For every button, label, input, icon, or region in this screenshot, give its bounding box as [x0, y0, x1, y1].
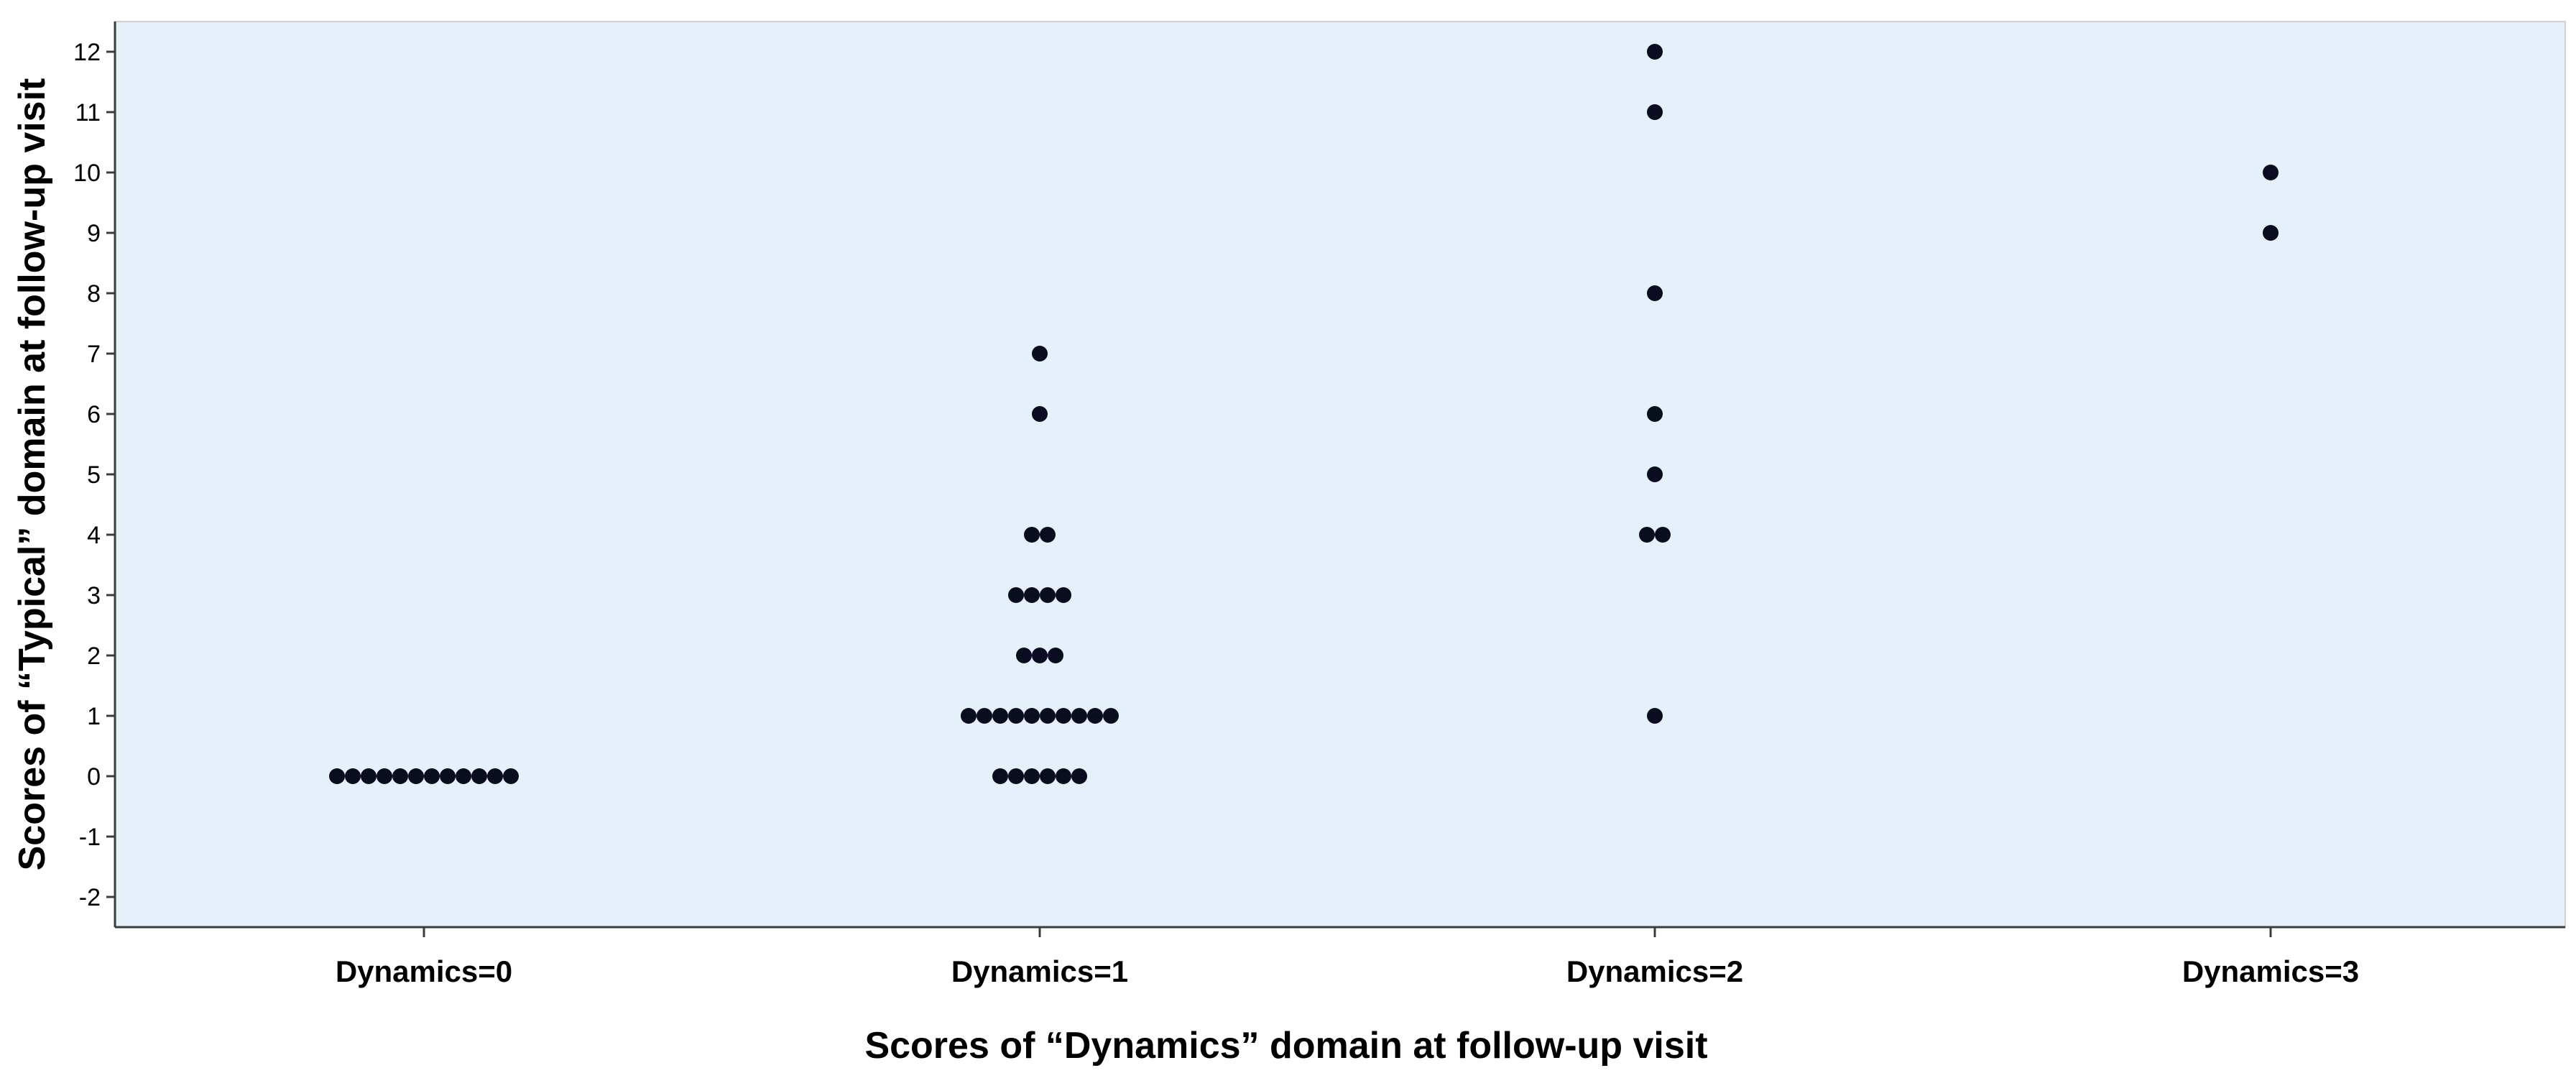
y-tick-label: 11 — [75, 99, 101, 126]
y-tick-label: 1 — [87, 703, 101, 730]
data-point — [424, 768, 440, 784]
y-tick-label: 0 — [87, 763, 101, 791]
data-point — [1024, 708, 1040, 724]
y-axis-title: Scores of “Typical” domain at follow-up … — [11, 78, 53, 871]
data-point — [1040, 587, 1056, 603]
y-tick-label: -2 — [79, 884, 101, 911]
data-point — [1639, 527, 1655, 543]
data-point — [408, 768, 424, 784]
data-point — [329, 768, 345, 784]
y-tick-label: 6 — [87, 401, 101, 428]
y-tick-label: 9 — [87, 220, 101, 247]
data-point — [1087, 708, 1103, 724]
x-category-label: Dynamics=0 — [336, 954, 512, 988]
data-point — [1048, 648, 1063, 663]
data-point — [1655, 527, 1671, 543]
x-category-label: Dynamics=3 — [2182, 954, 2359, 988]
data-point — [1056, 768, 1071, 784]
data-point — [1056, 587, 1071, 603]
x-category-label: Dynamics=1 — [951, 954, 1128, 988]
y-tick-label: 10 — [73, 160, 101, 187]
data-point — [392, 768, 408, 784]
data-point — [1008, 768, 1024, 784]
data-point — [1647, 104, 1663, 120]
data-point — [1647, 406, 1663, 422]
data-point — [1040, 527, 1056, 543]
data-point — [1103, 708, 1119, 724]
data-point — [487, 768, 503, 784]
y-tick-label: -1 — [79, 824, 101, 851]
y-tick-label: 2 — [87, 643, 101, 670]
y-tick-label: 5 — [87, 461, 101, 489]
data-point — [1647, 708, 1663, 724]
y-tick-label: 7 — [87, 341, 101, 368]
data-point — [377, 768, 392, 784]
data-point — [992, 708, 1008, 724]
data-point — [1040, 708, 1056, 724]
data-point — [503, 768, 519, 784]
data-point — [1647, 44, 1663, 60]
data-point — [2263, 165, 2279, 180]
data-point — [361, 768, 377, 784]
plot-area — [114, 21, 2566, 928]
data-point — [977, 708, 992, 724]
y-tick-label: 3 — [87, 582, 101, 609]
data-point — [1008, 587, 1024, 603]
data-point — [1024, 587, 1040, 603]
data-point — [992, 768, 1008, 784]
data-point — [1032, 648, 1048, 663]
y-tick-label: 4 — [87, 522, 101, 549]
data-point — [1040, 768, 1056, 784]
data-point — [1071, 768, 1087, 784]
data-point — [1008, 708, 1024, 724]
data-point — [471, 768, 487, 784]
x-axis-title: Scores of “Dynamics” domain at follow-up… — [864, 1025, 1707, 1067]
data-point — [2263, 225, 2279, 241]
data-point — [1071, 708, 1087, 724]
x-category-layer: Dynamics=0 Dynamics=1 Dynamics=2 Dynamics=3 — [336, 927, 2359, 988]
data-point — [1016, 648, 1032, 663]
data-point — [1647, 466, 1663, 482]
data-point — [1024, 527, 1040, 543]
data-point — [1647, 285, 1663, 301]
data-point — [1024, 768, 1040, 784]
data-point — [440, 768, 456, 784]
data-point — [1032, 346, 1048, 362]
y-tick-label: 12 — [73, 39, 101, 66]
data-point — [345, 768, 361, 784]
x-category-label: Dynamics=2 — [1566, 954, 1743, 988]
y-tick-label: 8 — [87, 280, 101, 308]
data-point — [1056, 708, 1071, 724]
data-point — [961, 708, 977, 724]
data-point — [1032, 406, 1048, 422]
data-points-layer — [329, 44, 2279, 784]
data-point — [456, 768, 471, 784]
